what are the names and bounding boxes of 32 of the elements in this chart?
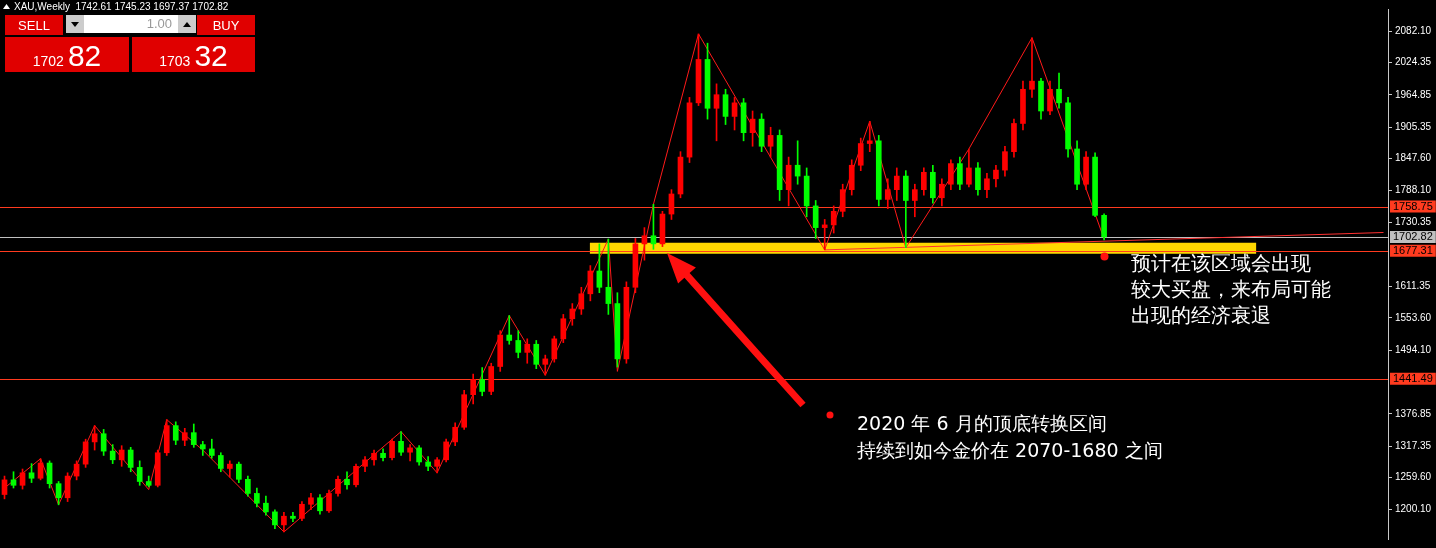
chart-title: XAU,Weekly 1742.61 1745.23 1697.37 1702.82 <box>14 1 229 12</box>
y-tick-label: 1905.35 <box>1395 120 1432 132</box>
ref-line-label: 1441.49 <box>1393 372 1433 385</box>
input-field: 1.00 <box>66 15 196 33</box>
y-tick-label: 1376.85 <box>1395 407 1432 419</box>
ref-line-label: 1702.82 <box>1393 230 1433 243</box>
y-tick-label: 1847.60 <box>1395 152 1432 164</box>
annotation: 预计在该区域会出现 <box>1131 250 1312 276</box>
annotation: 82 <box>67 39 102 73</box>
y-tick-label: 1611.35 <box>1395 280 1431 292</box>
y-tick-label: 1259.60 <box>1395 471 1432 483</box>
annotation: 出现的经济衰退 <box>1131 302 1272 328</box>
y-tick-label: 1200.10 <box>1395 503 1432 515</box>
y-tick-label: 1730.35 <box>1395 215 1432 227</box>
annotation: BUY <box>197 15 255 35</box>
y-tick-label: 2082.10 <box>1395 24 1432 36</box>
annotation: 较大买盘，来布局可能 <box>1131 276 1331 302</box>
annotation: 1703 <box>159 53 191 69</box>
annotation: 1702 <box>32 53 64 69</box>
annotation: 2020 年 6 月的顶底转换区间 <box>857 411 1108 436</box>
annotation: 1.00 <box>146 16 172 31</box>
y-tick-label: 1788.10 <box>1395 184 1432 196</box>
annotation: 持续到如今金价在 2070-1680 之间 <box>857 438 1163 463</box>
annotation: 32 <box>194 39 228 73</box>
annotation: SELL <box>5 15 63 35</box>
y-tick-label: 1317.35 <box>1395 439 1432 451</box>
ref-line-label: 1677.31 <box>1393 244 1433 257</box>
y-tick-label: 1494.10 <box>1395 343 1432 355</box>
ref-line-label: 1758.75 <box>1393 200 1433 213</box>
y-tick-label: 1964.85 <box>1395 88 1432 100</box>
y-tick-label: 2024.35 <box>1395 56 1432 68</box>
y-tick-label: 1553.60 <box>1395 311 1432 323</box>
